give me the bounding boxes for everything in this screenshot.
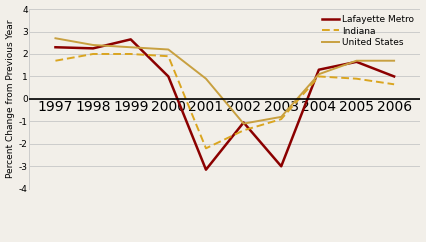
United States [203,77,208,80]
Lafayette Metro [241,121,246,124]
United States [241,122,246,125]
Y-axis label: Percent Change from Previous Year: Percent Change from Previous Year [6,20,14,178]
Indiana [128,53,133,55]
Lafayette Metro [53,46,58,49]
United States [279,115,284,118]
Indiana [53,59,58,62]
Indiana [203,147,208,150]
Indiana [90,53,95,55]
Lafayette Metro [166,75,171,78]
United States [316,73,321,76]
Lafayette Metro [128,38,133,41]
Indiana [391,83,397,86]
United States [354,59,359,62]
United States [391,59,397,62]
Indiana [166,55,171,58]
United States [166,48,171,51]
Lafayette Metro [203,168,208,171]
Lafayette Metro [279,165,284,168]
Lafayette Metro [90,47,95,50]
United States [128,46,133,49]
Line: Lafayette Metro: Lafayette Metro [55,39,394,170]
Indiana [316,75,321,78]
Legend: Lafayette Metro, Indiana, United States: Lafayette Metro, Indiana, United States [320,14,416,49]
United States [90,44,95,46]
Lafayette Metro [391,75,397,78]
Indiana [241,129,246,132]
Lafayette Metro [354,60,359,63]
United States [53,37,58,40]
Indiana [354,77,359,80]
Line: Indiana: Indiana [55,54,394,148]
Line: United States: United States [55,38,394,124]
Lafayette Metro [316,68,321,71]
Indiana [279,118,284,121]
